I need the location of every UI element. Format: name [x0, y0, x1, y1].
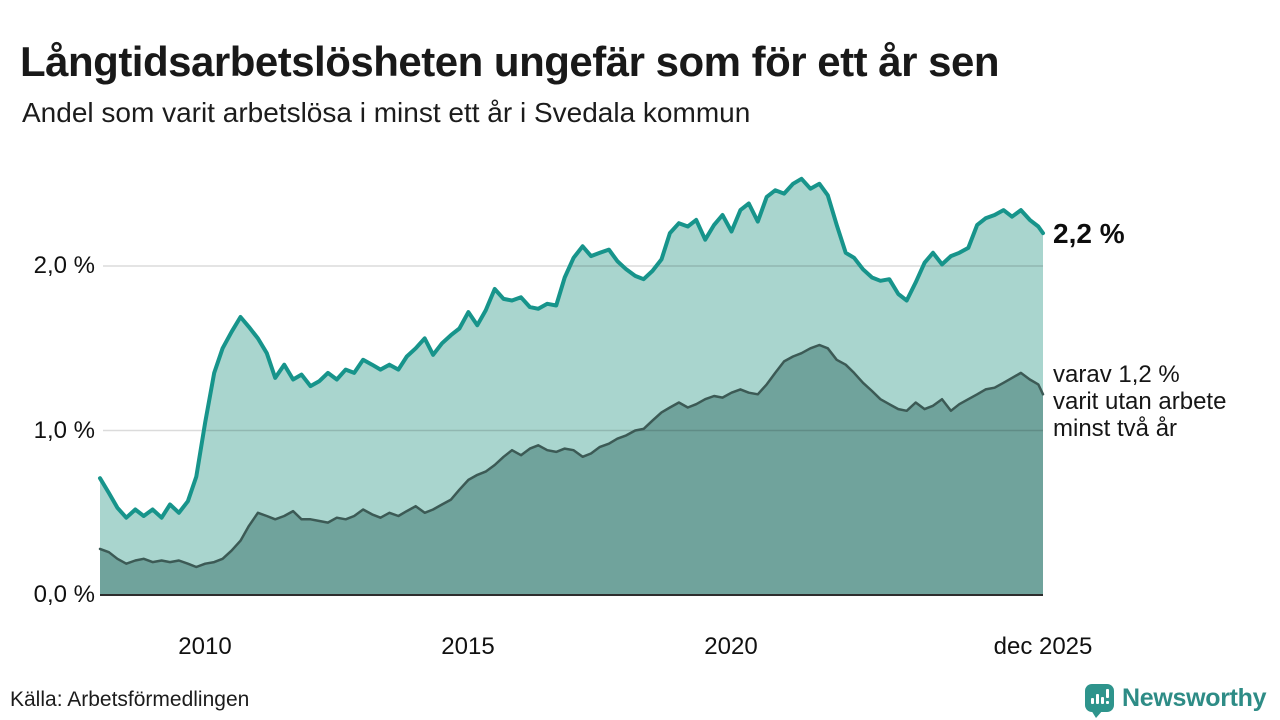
- logo-bar-icon: [1101, 697, 1104, 704]
- varav-utan-arbete-minst-tva-ar-area: [100, 345, 1043, 595]
- chart-subtitle: Andel som varit arbetslösa i minst ett å…: [22, 97, 751, 128]
- newsworthy-logo-icon: [1085, 684, 1114, 718]
- page-title: Långtidsarbetslösheten ungefär som för e…: [20, 38, 1000, 86]
- end-note-line: varav 1,2 %: [1053, 361, 1180, 388]
- logo-exclamation-dot-icon: [1106, 701, 1109, 704]
- newsworthy-brand: Newsworthy: [1085, 684, 1267, 718]
- series-two-year-end-note: varav 1,2 % varit utan arbete minst två …: [1053, 361, 1226, 442]
- source-attribution: Källa: Arbetsförmedlingen: [10, 688, 250, 711]
- series-total-end-value-label: 2,2 %: [1053, 218, 1125, 249]
- y-tick-label: 0,0 %: [33, 581, 95, 608]
- x-tick-label: 2015: [441, 633, 495, 660]
- newsworthy-wordmark: Newsworthy: [1122, 684, 1267, 712]
- y-tick-label: 1,0 %: [33, 416, 95, 444]
- logo-bar-icon: [1091, 698, 1094, 704]
- x-tick-label: 2020: [704, 633, 758, 660]
- end-note-line: varit utan arbete: [1053, 388, 1227, 415]
- end-note-line: minst två år: [1053, 415, 1178, 442]
- varav-utan-arbete-minst-tva-ar-line: [98, 343, 1045, 569]
- logo-bar-icon: [1096, 694, 1099, 704]
- y-tick-label: 2,0 %: [33, 252, 95, 279]
- x-tick-label: dec 2025: [993, 633, 1093, 660]
- logo-exclamation-icon: [1106, 689, 1109, 698]
- x-tick-label: 2010: [178, 633, 232, 660]
- logo-speech-tail: [1091, 710, 1103, 718]
- arbetslosa-minst-ett-ar-line: [98, 176, 1045, 520]
